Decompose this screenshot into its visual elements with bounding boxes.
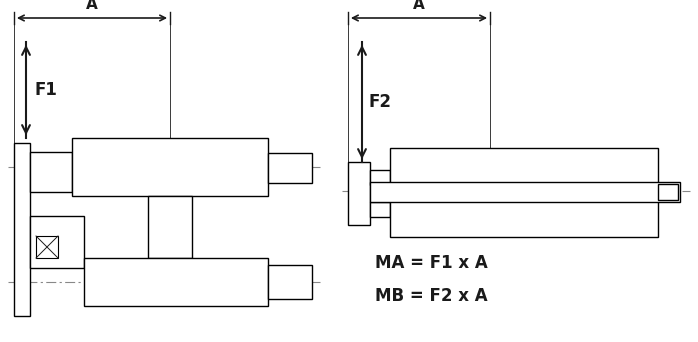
Bar [36, 236, 58, 258]
Bar [30, 216, 84, 268]
Bar [14, 143, 30, 316]
Bar [30, 152, 72, 192]
Text: F2: F2 [369, 93, 392, 111]
Bar [658, 184, 678, 200]
Bar [148, 196, 192, 258]
Bar [72, 138, 268, 196]
Text: A: A [413, 0, 425, 12]
Text: F1: F1 [35, 81, 58, 99]
Bar [268, 265, 312, 299]
Text: A: A [86, 0, 98, 12]
Bar [268, 153, 312, 183]
Bar [390, 148, 658, 237]
Text: MB = F2 x A: MB = F2 x A [375, 287, 488, 305]
Bar [370, 182, 680, 202]
Bar [348, 162, 370, 225]
Text: MA = F1 x A: MA = F1 x A [375, 254, 488, 272]
Bar [370, 170, 390, 185]
Bar [370, 202, 390, 217]
Bar [84, 258, 268, 306]
